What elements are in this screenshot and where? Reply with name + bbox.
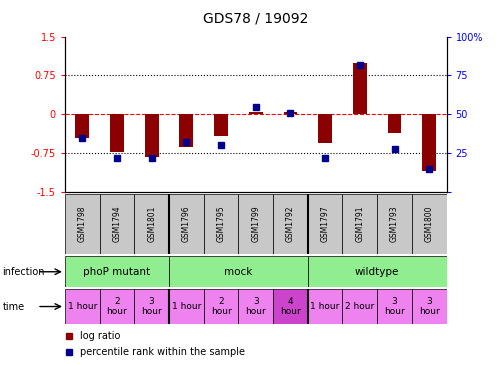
Text: GSM1800: GSM1800 [425, 206, 434, 242]
Bar [65, 289, 100, 324]
Bar [134, 289, 169, 324]
Bar [169, 194, 204, 254]
Bar [308, 289, 342, 324]
Bar [110, 114, 124, 152]
Text: percentile rank within the sample: percentile rank within the sample [80, 347, 245, 357]
Bar [377, 289, 412, 324]
Bar [65, 256, 169, 287]
Text: 1 hour: 1 hour [172, 302, 201, 311]
Bar [204, 289, 239, 324]
Text: wildtype: wildtype [355, 267, 399, 277]
Text: phoP mutant: phoP mutant [83, 267, 151, 277]
Bar [283, 112, 297, 114]
Bar [388, 114, 402, 132]
Bar [145, 114, 159, 157]
Text: GSM1792: GSM1792 [286, 206, 295, 242]
Text: 3
hour: 3 hour [384, 297, 405, 316]
Text: 3
hour: 3 hour [419, 297, 440, 316]
Bar [239, 289, 273, 324]
Text: GSM1794: GSM1794 [112, 206, 121, 243]
Bar [273, 194, 308, 254]
Text: GSM1801: GSM1801 [147, 206, 156, 242]
Text: GSM1796: GSM1796 [182, 206, 191, 243]
Bar [179, 114, 193, 146]
Text: 1 hour: 1 hour [67, 302, 97, 311]
Text: GDS78 / 19092: GDS78 / 19092 [203, 12, 308, 26]
Text: 1 hour: 1 hour [310, 302, 340, 311]
Bar [342, 289, 377, 324]
Bar [75, 114, 89, 138]
Text: time: time [2, 302, 24, 311]
Bar [249, 112, 262, 114]
Text: 4
hour: 4 hour [280, 297, 301, 316]
Bar [377, 194, 412, 254]
Bar [169, 256, 308, 287]
Text: GSM1799: GSM1799 [251, 206, 260, 243]
Text: mock: mock [224, 267, 252, 277]
Text: GSM1797: GSM1797 [321, 206, 330, 243]
Text: 3
hour: 3 hour [141, 297, 162, 316]
Text: 3
hour: 3 hour [246, 297, 266, 316]
Bar [422, 114, 436, 171]
Text: GSM1798: GSM1798 [78, 206, 87, 242]
Text: GSM1793: GSM1793 [390, 206, 399, 243]
Bar [134, 194, 169, 254]
Text: infection: infection [2, 267, 45, 277]
Bar [308, 256, 447, 287]
Bar [239, 194, 273, 254]
Text: 2 hour: 2 hour [345, 302, 374, 311]
Text: GSM1791: GSM1791 [355, 206, 364, 242]
Bar [308, 194, 342, 254]
Bar [100, 194, 134, 254]
Bar [412, 194, 447, 254]
Bar [204, 194, 239, 254]
Text: 2
hour: 2 hour [211, 297, 232, 316]
Bar [65, 194, 100, 254]
Bar [412, 289, 447, 324]
Bar [318, 114, 332, 143]
Bar [353, 63, 367, 114]
Bar [342, 194, 377, 254]
Bar [214, 114, 228, 136]
Bar [169, 289, 204, 324]
Text: 2
hour: 2 hour [107, 297, 127, 316]
Text: GSM1795: GSM1795 [217, 206, 226, 243]
Bar [273, 289, 308, 324]
Text: log ratio: log ratio [80, 331, 121, 341]
Bar [100, 289, 134, 324]
